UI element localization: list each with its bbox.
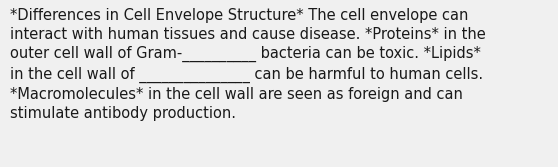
Text: *Differences in Cell Envelope Structure* The cell envelope can
interact with hum: *Differences in Cell Envelope Structure*… [10,8,486,121]
